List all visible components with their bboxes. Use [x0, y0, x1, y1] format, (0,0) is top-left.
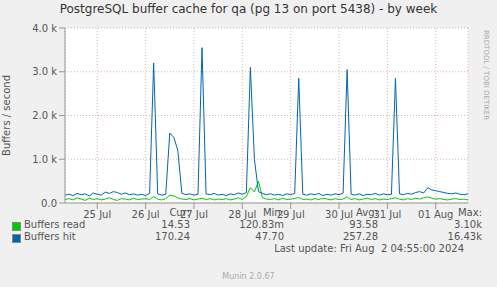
- svg-text:Buffers / second: Buffers / second: [8, 75, 12, 156]
- svg-text:1.0 k: 1.0 k: [32, 154, 57, 165]
- svg-text:3.0 k: 3.0 k: [32, 66, 57, 77]
- svg-text:0.0: 0.0: [41, 198, 57, 209]
- svg-text:30 Jul: 30 Jul: [325, 209, 353, 220]
- svg-text:26 Jul: 26 Jul: [132, 209, 160, 220]
- svg-text:28 Jul: 28 Jul: [228, 209, 256, 220]
- svg-text:25 Jul: 25 Jul: [83, 209, 111, 220]
- svg-text:4.0 k: 4.0 k: [32, 23, 57, 34]
- svg-text:01 Aug: 01 Aug: [418, 209, 453, 220]
- svg-text:2.0 k: 2.0 k: [32, 110, 57, 121]
